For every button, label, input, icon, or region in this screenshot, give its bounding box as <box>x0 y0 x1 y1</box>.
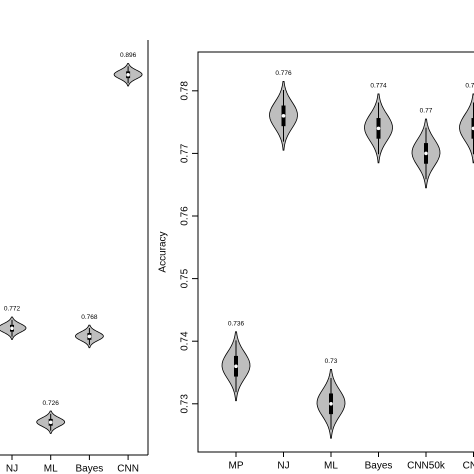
y-tick-label: 0.77 <box>180 143 191 163</box>
median-dot <box>281 114 286 118</box>
x-tick-label: MP <box>229 461 244 472</box>
y-tick-label: 0.74 <box>180 331 191 351</box>
x-tick-label: ML <box>324 461 338 472</box>
median-dot <box>376 126 381 131</box>
y-axis-label: Accuracy <box>158 231 169 272</box>
x-tick-label: CNN <box>117 464 139 474</box>
value-label: 0.896 <box>120 52 137 59</box>
x-tick-label: ML <box>44 464 58 474</box>
value-label: 0.736 <box>228 321 245 328</box>
value-label: 0.772 <box>4 306 21 313</box>
y-tick-label: 0.76 <box>180 206 191 226</box>
median-dot <box>471 126 474 131</box>
x-tick-label: Bayes <box>76 464 104 474</box>
right-panel-border <box>197 51 474 453</box>
value-label: 0.73 <box>325 358 338 365</box>
x-tick-label: CNN <box>463 461 474 472</box>
median-dot <box>234 364 238 369</box>
value-label: 0.77 <box>420 108 433 115</box>
median-dot <box>10 326 14 331</box>
x-tick-label: NJ <box>6 464 18 474</box>
median-dot <box>48 420 53 425</box>
x-tick-label: NJ <box>277 461 289 472</box>
value-label: 0.774 <box>465 83 474 90</box>
value-label: 0.726 <box>43 400 60 407</box>
value-label: 0.776 <box>275 70 292 77</box>
median-dot <box>329 401 333 406</box>
violin <box>459 93 474 164</box>
median-dot <box>126 72 130 77</box>
y-tick-label: 0.78 <box>180 81 191 101</box>
y-tick-label: 0.73 <box>180 394 191 414</box>
x-tick-label: CNN50k <box>407 461 446 472</box>
median-dot <box>424 151 428 156</box>
value-label: 0.774 <box>370 83 387 90</box>
x-tick-label: Bayes <box>365 461 393 472</box>
y-tick-label: 0.75 <box>180 268 191 288</box>
median-dot <box>87 334 92 339</box>
value-label: 0.768 <box>81 314 98 321</box>
